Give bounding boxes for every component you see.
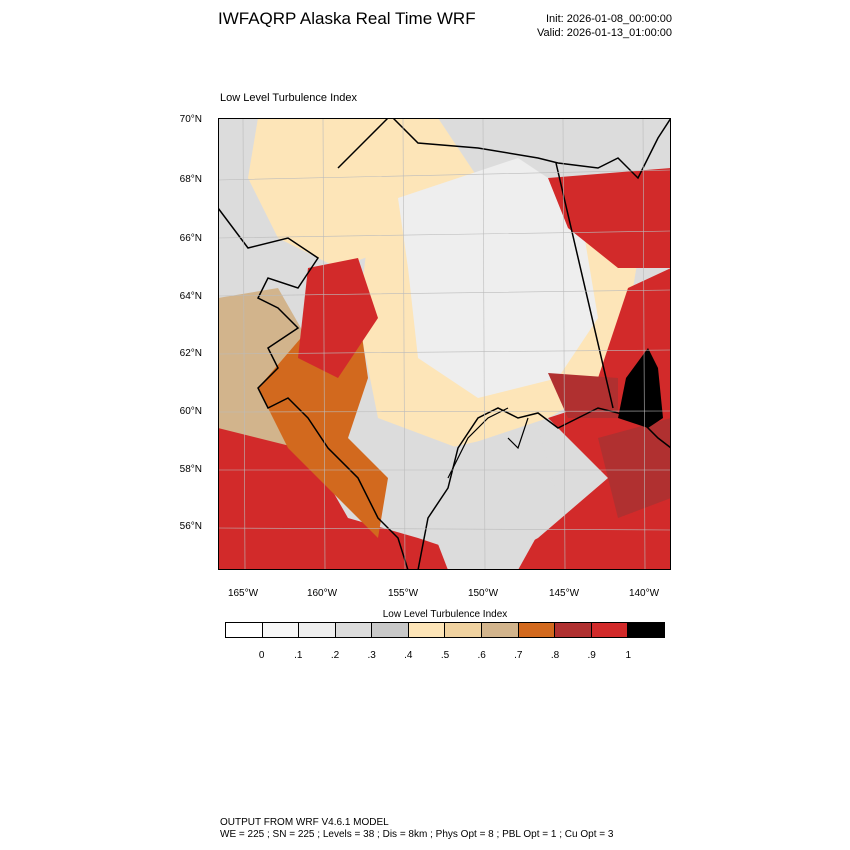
colorbar-tick-label: .9: [587, 650, 596, 661]
lat-label-58: 58°N: [179, 464, 202, 475]
lon-label-145: 145°W: [548, 588, 580, 599]
colorbar-tick-label: .2: [330, 650, 340, 661]
lat-label-66: 66°N: [179, 233, 202, 244]
lon-label-160: 160°W: [306, 588, 338, 599]
colorbar-tick-label: 1: [625, 650, 632, 661]
colorbar-swatch: [226, 623, 263, 637]
turbulence-map: [218, 118, 671, 570]
colorbar: [225, 622, 665, 638]
colorbar-tick-label: .7: [514, 650, 523, 661]
colorbar-swatch: [482, 623, 519, 637]
colorbar-swatch: [335, 623, 373, 637]
colorbar-swatch: [372, 623, 409, 637]
field-gray-interior: [398, 158, 598, 398]
lon-label-155: 155°W: [387, 588, 419, 599]
colorbar-swatch: [555, 623, 592, 637]
border-141w: [555, 162, 614, 409]
colorbar-swatch: [408, 623, 446, 637]
colorbar-tick-label: .8: [550, 650, 560, 661]
footer-model: OUTPUT FROM WRF V4.6.1 MODEL: [220, 817, 389, 828]
page-title: IWFAQRP Alaska Real Time WRF: [218, 9, 476, 28]
field-gulf-red: [478, 378, 671, 570]
colorbar-tick-label: .5: [440, 650, 450, 661]
field-red-west: [298, 258, 378, 378]
coastline-west: [218, 207, 409, 570]
field-orange-west: [258, 308, 388, 538]
lon-label-165: 165°W: [227, 588, 259, 599]
field-south-red: [218, 418, 518, 570]
field-black-core: [618, 348, 663, 428]
init-time: Init: 2026-01-08_00:00:00: [546, 13, 672, 25]
coastline-south: [417, 407, 671, 570]
colorbar-title: Low Level Turbulence Index: [382, 609, 508, 620]
colorbar-tick-label: 0: [258, 650, 265, 661]
lon-label-140: 140°W: [628, 588, 660, 599]
coastline-cook-inlet: [447, 407, 529, 479]
colorbar-tick-label: .3: [367, 650, 376, 661]
graticule: [218, 118, 671, 570]
field-red-northeast: [548, 168, 671, 268]
colorbar-swatch: [591, 623, 629, 637]
lat-label-60: 60°N: [179, 406, 202, 417]
colorbar-tick-label: .1: [294, 650, 303, 661]
lon-label-150: 150°W: [467, 588, 499, 599]
colorbar-swatch: [628, 623, 664, 637]
lat-label-64: 64°N: [179, 291, 202, 302]
lat-label-56: 56°N: [179, 521, 202, 532]
field-gulf-darkred: [598, 418, 671, 518]
colorbar-tick-label: .6: [477, 650, 486, 661]
colorbar-swatch: [262, 623, 300, 637]
lat-label-68: 68°N: [179, 174, 202, 185]
footer-options: WE = 225 ; SN = 225 ; Levels = 38 ; Dis …: [220, 829, 614, 840]
colorbar-tick-label: .4: [404, 650, 413, 661]
plot-title: Low Level Turbulence Index: [220, 92, 357, 104]
field-darkred-east: [548, 373, 618, 418]
valid-time: Valid: 2026-01-13_01:00:00: [537, 27, 672, 39]
coastline-north: [337, 118, 671, 180]
lat-label-62: 62°N: [179, 348, 202, 359]
colorbar-swatch: [518, 623, 556, 637]
colorbar-swatch: [299, 623, 336, 637]
colorbar-swatch: [445, 623, 483, 637]
map-frame: [218, 118, 671, 570]
lat-label-70: 70°N: [179, 114, 202, 125]
field-gray-south: [428, 428, 558, 570]
